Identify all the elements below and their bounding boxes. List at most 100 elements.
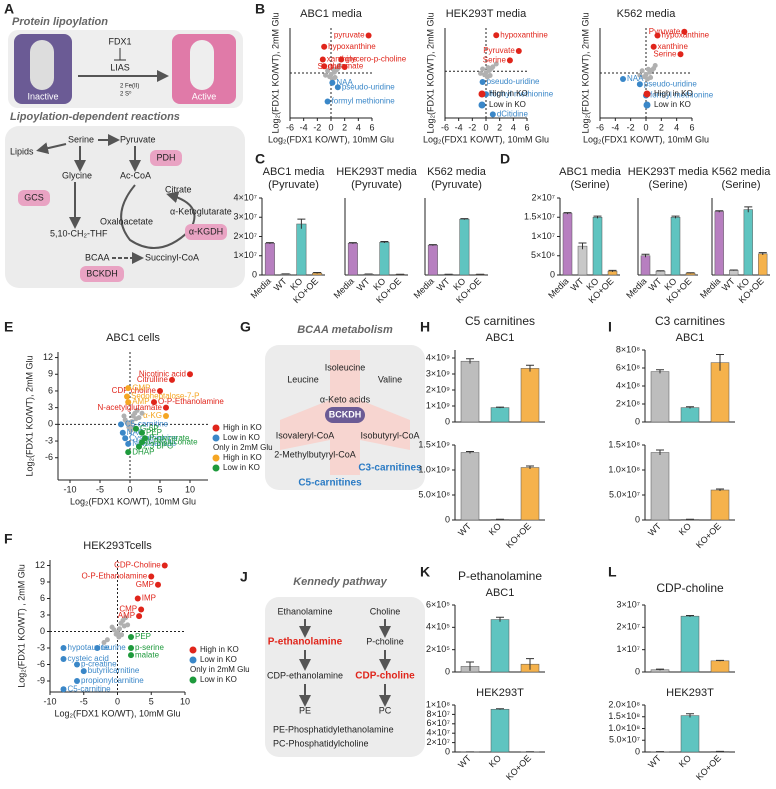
chart-title: HEK293T bbox=[666, 687, 714, 699]
label: α-Keto acids bbox=[320, 394, 371, 404]
point bbox=[332, 75, 338, 80]
x-tick-label: Media bbox=[698, 276, 722, 300]
chart-title: ABC1 media bbox=[559, 166, 622, 178]
y-tick-label: 2×10⁹ bbox=[426, 384, 450, 394]
panel-letter: L bbox=[608, 564, 617, 580]
point-label: GMP bbox=[136, 580, 154, 589]
y-tick-label: 1×10⁷ bbox=[233, 250, 257, 260]
point bbox=[321, 63, 328, 70]
bar bbox=[264, 242, 275, 276]
x-tick-label: 0 bbox=[127, 484, 132, 494]
error-bar bbox=[578, 242, 587, 250]
x-tick-label: 2 bbox=[497, 122, 502, 132]
x-tick-label: 4 bbox=[511, 122, 516, 132]
chart-title: ABC1 bbox=[676, 332, 705, 344]
label: Pyruvate bbox=[120, 134, 156, 144]
legend-label: High in KO bbox=[223, 423, 262, 432]
point bbox=[119, 632, 125, 638]
point-label: Serine bbox=[653, 49, 677, 58]
point-label: CMP bbox=[119, 605, 137, 614]
bar bbox=[347, 242, 358, 276]
point bbox=[119, 429, 126, 436]
label: Leucine bbox=[287, 374, 319, 384]
point-label: malate bbox=[135, 650, 160, 659]
bar bbox=[680, 715, 700, 753]
label: BCAA bbox=[85, 252, 110, 262]
point-label: Pyruvate bbox=[649, 27, 681, 36]
legend-heading: Only in 2mM Glu bbox=[213, 443, 273, 452]
error-bar bbox=[656, 270, 665, 272]
label: Ac-CoA bbox=[120, 170, 151, 180]
panel-letter: B bbox=[255, 1, 265, 17]
x-tick-label: 5 bbox=[157, 484, 162, 494]
point-label: Sedoheptalose-7-P bbox=[131, 392, 200, 401]
diagram-a: Protein lipoylation Inactive Active FDX1… bbox=[5, 16, 245, 288]
label: Active bbox=[192, 91, 217, 101]
x-tick-label: WT bbox=[646, 753, 663, 770]
chart-title: HEK293T media bbox=[446, 8, 527, 20]
point-label: p-creatine bbox=[81, 660, 117, 669]
point-label: Cystathionine bbox=[129, 433, 178, 442]
bar bbox=[714, 211, 724, 276]
point-label: PEP bbox=[146, 428, 162, 437]
error-bar bbox=[526, 658, 534, 670]
point-label: Niacinamide bbox=[132, 439, 177, 448]
legend-swatch bbox=[478, 90, 486, 98]
bar bbox=[743, 209, 753, 276]
legend-label: High in KO bbox=[489, 89, 528, 98]
point bbox=[118, 421, 124, 428]
point bbox=[324, 98, 331, 105]
x-tick-label: 2 bbox=[342, 122, 347, 132]
chart-title: ABC1 media bbox=[300, 8, 363, 20]
panel-letter: D bbox=[500, 151, 510, 167]
x-tick-label: -6 bbox=[286, 122, 294, 132]
x-tick-label: -5 bbox=[80, 696, 88, 706]
label: Citrate bbox=[165, 184, 192, 194]
label: BCKDH bbox=[329, 409, 362, 419]
bar bbox=[562, 213, 573, 276]
y-tick-label: 9 bbox=[40, 576, 45, 586]
error-bar bbox=[526, 465, 534, 469]
point-label: G-6P bbox=[140, 424, 159, 433]
x-tick-label: KO+OE bbox=[694, 753, 723, 782]
x-tick-label: -4 bbox=[300, 122, 308, 132]
error-bar bbox=[593, 215, 602, 219]
y-tick-label: 5.0×10⁸ bbox=[418, 489, 450, 499]
diagram-title: Protein lipoylation bbox=[12, 16, 108, 28]
x-tick-label: Media bbox=[332, 276, 356, 300]
point-label: O-P-Ethanolamine bbox=[158, 397, 224, 406]
bar bbox=[520, 467, 540, 521]
point-label: AMP bbox=[118, 611, 135, 620]
point bbox=[333, 67, 339, 73]
point-label: Nicotinic acid bbox=[139, 369, 186, 378]
y-tick-label: -3 bbox=[37, 642, 45, 652]
point bbox=[125, 385, 132, 392]
point bbox=[80, 668, 87, 675]
legend-label: High in KO bbox=[200, 645, 239, 654]
chart-title: K562 media bbox=[427, 166, 487, 178]
y-axis-label: Log₂(FDX1 KO/WT), 2mM Glu bbox=[24, 355, 34, 476]
chart-title: HEK293T media bbox=[628, 166, 709, 178]
point-label: Serine bbox=[318, 62, 342, 71]
point-label: CDP choline bbox=[112, 386, 157, 395]
chart-heading: C5 carnitines bbox=[465, 314, 535, 328]
x-tick-label: KO bbox=[677, 521, 693, 537]
point bbox=[128, 645, 134, 651]
point bbox=[122, 417, 128, 423]
diagram-title: Lipoylation-dependent reactions bbox=[10, 111, 180, 123]
bar bbox=[640, 255, 651, 276]
point-label: C5-carnitine bbox=[68, 684, 112, 693]
x-tick-label: 0 bbox=[643, 122, 648, 132]
point bbox=[637, 72, 643, 78]
bar bbox=[460, 360, 480, 423]
point-label: IMP bbox=[142, 594, 156, 603]
point bbox=[489, 111, 496, 118]
diagram-title: BCAA metabolism bbox=[297, 324, 393, 336]
chart-title: ABC1 cells bbox=[106, 332, 160, 344]
y-tick-label: 1×10⁹ bbox=[426, 400, 450, 410]
y-tick-label: 0 bbox=[40, 626, 45, 636]
y-tick-label: 1×10⁷ bbox=[616, 644, 640, 654]
chart-heading: C3 carnitines bbox=[655, 314, 725, 328]
point-label: 6-P-Gluconate bbox=[146, 437, 198, 446]
chart-title: K562 media bbox=[712, 166, 772, 178]
